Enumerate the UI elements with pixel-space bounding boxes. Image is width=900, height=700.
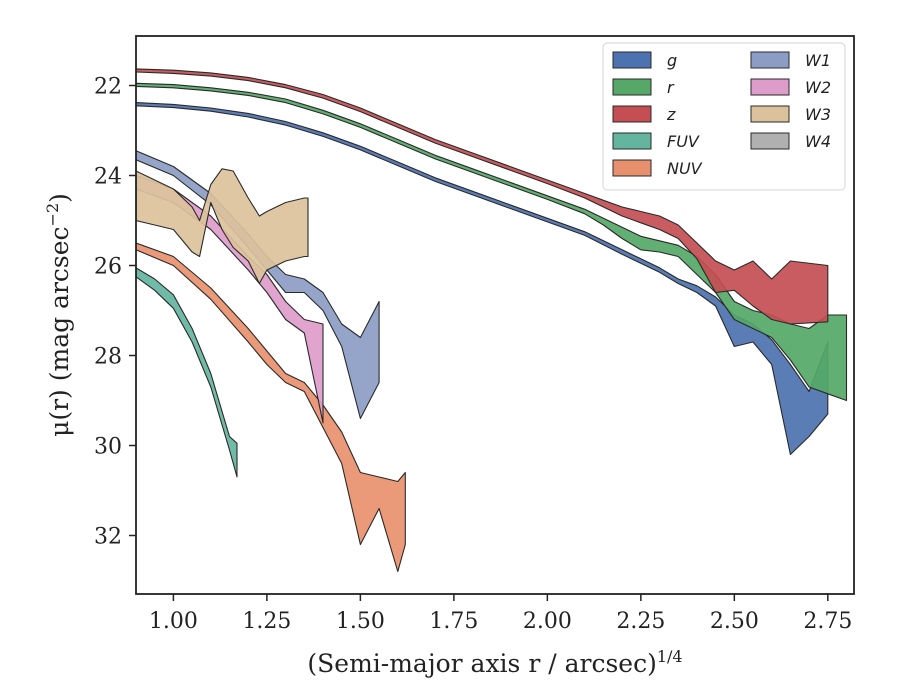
y-tick-label-2: 26 [94, 255, 122, 280]
legend-swatch-g [612, 51, 652, 69]
legend-label-w3: W3 [805, 105, 831, 124]
band-r-1 [136, 82, 848, 402]
y-tick-label-3: 28 [94, 345, 122, 370]
y-tick-label-4: 30 [94, 435, 122, 460]
legend-swatch-z [612, 105, 652, 123]
band-w3-7 [136, 168, 309, 285]
legend-label-r: r [667, 78, 675, 97]
legend-swatch-fuv [612, 132, 652, 150]
x-tick-label-1: 1.25 [242, 609, 291, 634]
legend: grz FUV NUV W1 W2 W3 W4 [602, 42, 846, 191]
x-tick-label-2: 1.50 [336, 609, 385, 634]
band-nuv-4 [136, 242, 406, 573]
x-tick-label-0: 1.00 [149, 609, 198, 634]
x-tick-label-7: 2.75 [803, 609, 852, 634]
y-tick-label-5: 32 [94, 525, 122, 550]
band-z-2 [136, 68, 829, 325]
x-tick-label-4: 2.00 [523, 609, 572, 634]
legend-swatch-w2 [750, 78, 790, 96]
series-layer [136, 68, 848, 573]
x-tick-label-3: 1.75 [429, 609, 478, 634]
y-tick-label-0: 22 [94, 75, 122, 100]
x-tick-label-6: 2.50 [710, 609, 759, 634]
legend-swatch-w4 [750, 132, 790, 150]
x-tick-label-5: 2.25 [616, 609, 665, 634]
y-tick-label-1: 24 [94, 165, 122, 190]
legend-swatch-w1 [750, 51, 790, 69]
band-fuv-3 [136, 267, 238, 478]
plot-frame [135, 35, 855, 595]
legend-label-w1: W1 [805, 51, 831, 70]
legend-label-nuv: NUV [667, 159, 703, 178]
legend-label-fuv: FUV [667, 132, 700, 151]
legend-label-z: z [666, 105, 676, 124]
legend-swatch-r [612, 78, 652, 96]
x-axis-label: (Semi-major axis r / arcsec)1/4 [307, 647, 682, 678]
legend-swatch-nuv [612, 159, 652, 177]
tick-layer: 1.00 1.25 1.50 1.75 2.00 2.25 2.50 2.75 22 24 26 28… [94, 75, 852, 635]
legend-label-g: g [667, 51, 677, 70]
legend-swatch-w3 [750, 105, 790, 123]
legend-label-w2: W2 [805, 78, 831, 97]
y-axis-label: μ(r) (mag arcsec−2) [43, 193, 74, 437]
band-g-0 [136, 102, 829, 456]
legend-label-w4: W4 [805, 132, 831, 151]
